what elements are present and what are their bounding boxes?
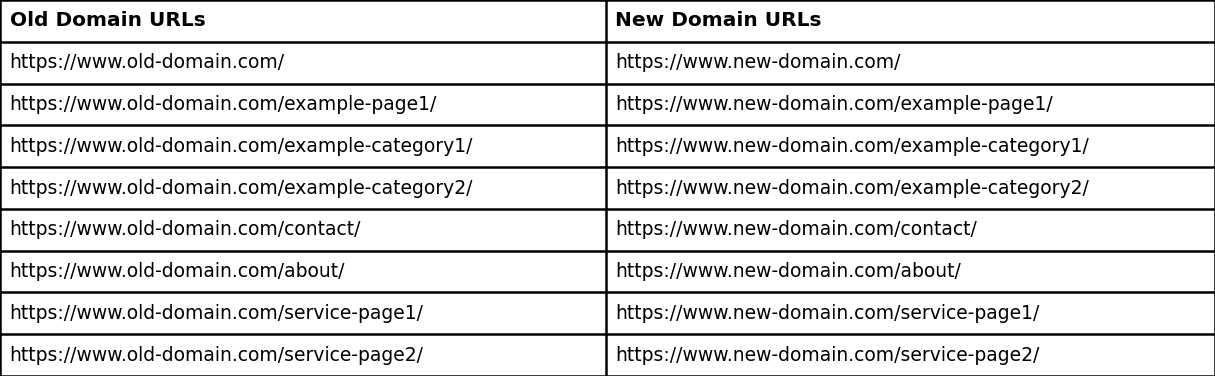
- Text: https://www.new-domain.com/contact/: https://www.new-domain.com/contact/: [615, 220, 977, 239]
- Text: https://www.new-domain.com/service-page2/: https://www.new-domain.com/service-page2…: [615, 346, 1040, 365]
- Text: https://www.old-domain.com/contact/: https://www.old-domain.com/contact/: [10, 220, 361, 239]
- Text: https://www.old-domain.com/example-page1/: https://www.old-domain.com/example-page1…: [10, 95, 437, 114]
- Text: https://www.old-domain.com/about/: https://www.old-domain.com/about/: [10, 262, 345, 281]
- Text: https://www.old-domain.com/: https://www.old-domain.com/: [10, 53, 284, 72]
- Text: https://www.old-domain.com/service-page1/: https://www.old-domain.com/service-page1…: [10, 304, 424, 323]
- Text: https://www.old-domain.com/example-category1/: https://www.old-domain.com/example-categ…: [10, 137, 473, 156]
- Text: https://www.old-domain.com/example-category2/: https://www.old-domain.com/example-categ…: [10, 179, 473, 197]
- Text: https://www.new-domain.com/example-category1/: https://www.new-domain.com/example-categ…: [615, 137, 1090, 156]
- Text: https://www.new-domain.com/example-category2/: https://www.new-domain.com/example-categ…: [615, 179, 1090, 197]
- Text: https://www.new-domain.com/example-page1/: https://www.new-domain.com/example-page1…: [615, 95, 1053, 114]
- Text: https://www.new-domain.com/about/: https://www.new-domain.com/about/: [615, 262, 961, 281]
- Text: https://www.old-domain.com/service-page2/: https://www.old-domain.com/service-page2…: [10, 346, 424, 365]
- Text: New Domain URLs: New Domain URLs: [615, 11, 821, 30]
- Text: https://www.new-domain.com/: https://www.new-domain.com/: [615, 53, 900, 72]
- Text: Old Domain URLs: Old Domain URLs: [10, 11, 205, 30]
- Text: https://www.new-domain.com/service-page1/: https://www.new-domain.com/service-page1…: [615, 304, 1040, 323]
